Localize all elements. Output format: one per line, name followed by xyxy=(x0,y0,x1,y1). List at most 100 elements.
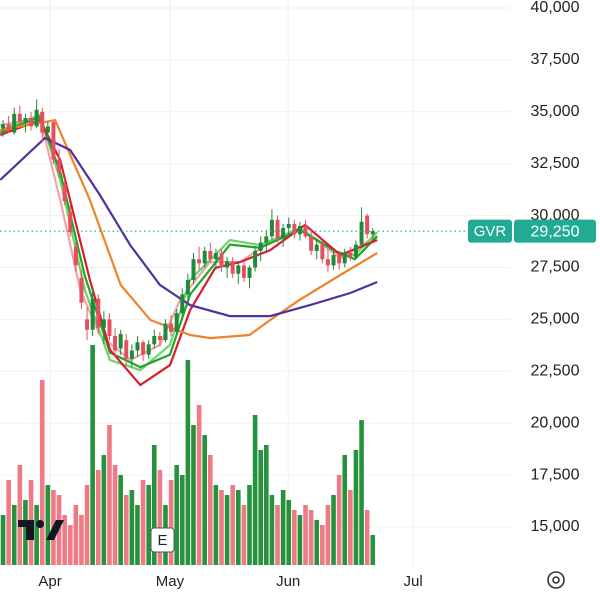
y-tick-label: 37,500 xyxy=(531,51,580,68)
y-tick-label: 27,500 xyxy=(531,259,580,276)
volume-bar xyxy=(286,500,292,565)
candle-body xyxy=(90,298,95,330)
candle-body xyxy=(225,261,230,268)
volume-bar xyxy=(112,465,118,565)
candle-body xyxy=(365,215,370,235)
volume-bar xyxy=(258,450,264,565)
volume-bar xyxy=(196,405,202,565)
volume-bar xyxy=(140,480,146,565)
candle-body xyxy=(129,350,134,359)
y-tick-label: 40,000 xyxy=(531,0,580,16)
volume-bar xyxy=(348,490,353,565)
candle-body xyxy=(73,246,78,266)
volume-bar xyxy=(320,525,325,565)
earnings-marker[interactable]: E xyxy=(150,527,175,553)
volume-bar xyxy=(168,480,174,565)
candle-body xyxy=(258,242,263,251)
candle-body xyxy=(79,277,84,303)
candle-body xyxy=(6,124,11,131)
x-tick-label: Jun xyxy=(276,573,300,590)
candle-body xyxy=(208,250,213,260)
candle-body xyxy=(57,159,62,173)
volume-bar xyxy=(292,510,297,565)
tradingview-logo xyxy=(18,520,64,540)
settings-icon[interactable] xyxy=(547,571,565,589)
y-tick-label: 15,000 xyxy=(531,518,580,535)
volume-bar xyxy=(174,465,179,565)
volume-bar xyxy=(123,495,129,565)
candle-body xyxy=(185,279,190,295)
volume-bar xyxy=(17,465,23,565)
volume-bar xyxy=(23,500,28,565)
earnings-label: E xyxy=(157,532,167,549)
volume-bar xyxy=(342,455,348,565)
volume-bar xyxy=(314,520,320,565)
volume-bar xyxy=(45,485,51,565)
candle-body xyxy=(169,323,174,332)
candle-body xyxy=(68,211,73,233)
candle-body xyxy=(286,223,291,229)
candle-body xyxy=(359,221,364,245)
candle-body xyxy=(348,252,353,258)
x-tick-label: Jul xyxy=(403,573,422,590)
candle-body xyxy=(292,223,297,235)
candle-body xyxy=(342,252,347,264)
candle-body xyxy=(174,313,179,332)
candle-body xyxy=(12,113,17,133)
volume-bar xyxy=(157,470,163,565)
volume-bar xyxy=(101,455,107,565)
candle-body xyxy=(191,259,196,280)
volume-bar xyxy=(73,505,79,565)
volume-bar xyxy=(179,475,185,565)
candle-body xyxy=(157,336,162,341)
volume-bar xyxy=(308,510,314,565)
candle-body xyxy=(146,344,151,355)
candle-body xyxy=(219,252,224,268)
volume-bar xyxy=(269,495,275,565)
candle-body xyxy=(124,340,129,359)
price-label: 29,250 xyxy=(531,223,580,240)
symbol-box xyxy=(468,219,512,243)
candle-body xyxy=(197,259,202,264)
volume-bar xyxy=(219,490,224,565)
candle-body xyxy=(303,225,308,237)
candle-body xyxy=(85,319,90,330)
volume-bar xyxy=(11,505,17,565)
candle-body xyxy=(34,109,39,127)
y-tick-label: 22,500 xyxy=(531,363,580,380)
symbol-label: GVR xyxy=(474,223,507,240)
candle-body xyxy=(236,265,241,274)
volume-bar xyxy=(191,425,196,565)
candle-body xyxy=(314,244,319,251)
volume-bar xyxy=(247,485,252,565)
volume-bar xyxy=(353,450,359,565)
candle-body xyxy=(51,122,56,160)
candle-body xyxy=(331,255,336,266)
moving-average-line xyxy=(0,118,378,340)
volume-bar xyxy=(90,345,95,565)
candle-body xyxy=(152,336,157,345)
volume-bar xyxy=(67,525,73,565)
candle-body xyxy=(118,333,123,349)
candle-body xyxy=(320,244,325,260)
volume-bar xyxy=(39,380,45,565)
candle-body xyxy=(247,267,252,278)
candle-body xyxy=(180,294,185,314)
volume-bar xyxy=(129,490,135,565)
volume-bar xyxy=(151,445,157,565)
candle-body xyxy=(275,219,280,239)
volume-bar xyxy=(230,485,236,565)
price-box xyxy=(514,219,596,243)
volume-bar xyxy=(146,485,151,565)
candle-body xyxy=(309,236,314,251)
volume-bar xyxy=(275,505,280,565)
x-tick-label: Apr xyxy=(38,573,61,590)
volume-bar xyxy=(364,510,370,565)
candle-body xyxy=(62,184,67,202)
y-tick-label: 20,000 xyxy=(531,414,580,431)
volume-bar xyxy=(264,445,269,565)
volume-bar xyxy=(280,490,286,565)
volume-bar xyxy=(331,495,336,565)
volume-bar xyxy=(0,515,6,565)
